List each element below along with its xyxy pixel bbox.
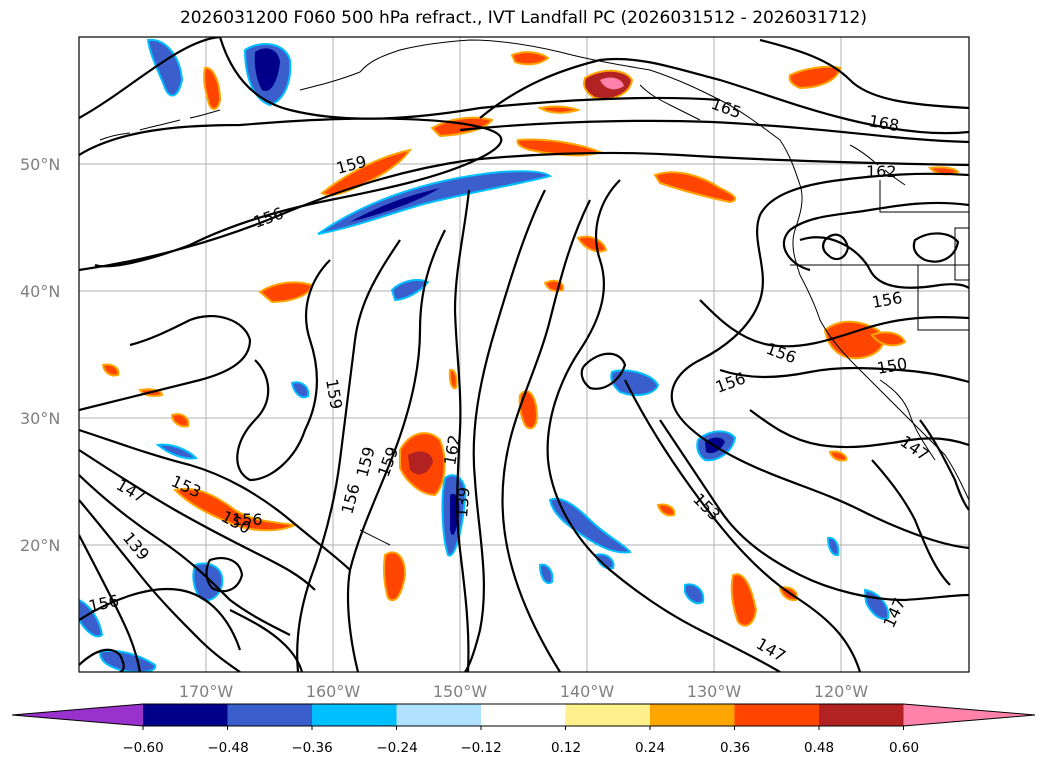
- coastlines: [99, 39, 969, 546]
- contour-label: 162: [866, 162, 897, 181]
- colorbar-extend-min: [12, 704, 143, 726]
- lat-label: 30°N: [20, 409, 60, 428]
- map-area: [79, 37, 969, 672]
- colorbar-swatch: [650, 704, 735, 726]
- lon-axis-labels: 170°W 160°W 150°W 140°W 130°W 120°W: [179, 682, 869, 701]
- colorbar-tick-label: 0.36: [720, 740, 750, 756]
- lat-label: 20°N: [20, 536, 60, 555]
- colorbar-extend-max: [903, 704, 1035, 726]
- colorbar-swatch: [227, 704, 313, 726]
- colorbar-tick-label: −0.24: [376, 740, 417, 756]
- colorbar-swatch: [819, 704, 904, 726]
- colorbar-tick-label: −0.48: [207, 740, 248, 756]
- lat-label: 50°N: [20, 155, 60, 174]
- colorbar: [11, 703, 1036, 730]
- lon-label: 130°W: [687, 682, 742, 701]
- map-title: 2026031200 F060 500 hPa refract., IVT La…: [179, 8, 867, 28]
- colorbar-tick-label: 0.60: [889, 740, 919, 756]
- colorbar-tick-label: −0.60: [122, 740, 163, 756]
- colorbar-swatch: [312, 704, 397, 726]
- colorbar-tick-label: 0.48: [804, 740, 834, 756]
- lat-label: 40°N: [20, 282, 60, 301]
- colorbar-tick-label: 0.24: [635, 740, 665, 756]
- colorbar-swatch: [481, 704, 566, 726]
- colorbar-swatch: [734, 704, 820, 726]
- lon-label: 120°W: [814, 682, 869, 701]
- contour-label: 156: [232, 510, 263, 529]
- lon-label: 170°W: [179, 682, 234, 701]
- colorbar-tick-label: 0.12: [551, 740, 581, 756]
- map-border: [78, 36, 970, 673]
- contour-label: 139: [452, 486, 474, 518]
- pc-negative-core: [350, 188, 440, 222]
- colorbar-tick-labels: −0.60 −0.48 −0.36 −0.24 −0.12 0.12 0.24 …: [122, 740, 919, 756]
- colorbar-tick-label: −0.36: [291, 740, 332, 756]
- colorbar-swatch: [565, 704, 651, 726]
- lon-label: 140°W: [560, 682, 615, 701]
- colorbar-tick-label: −0.12: [460, 740, 501, 756]
- pc-negative-band: [317, 170, 553, 235]
- colorbar-swatch: [396, 704, 482, 726]
- pc-filled-contours: [79, 38, 960, 672]
- lon-label: 160°W: [306, 682, 361, 701]
- lat-axis-labels: 50°N 40°N 30°N 20°N: [20, 155, 60, 555]
- lon-label: 150°W: [433, 682, 488, 701]
- height-contours: [79, 37, 969, 672]
- colorbar-swatch: [143, 704, 228, 726]
